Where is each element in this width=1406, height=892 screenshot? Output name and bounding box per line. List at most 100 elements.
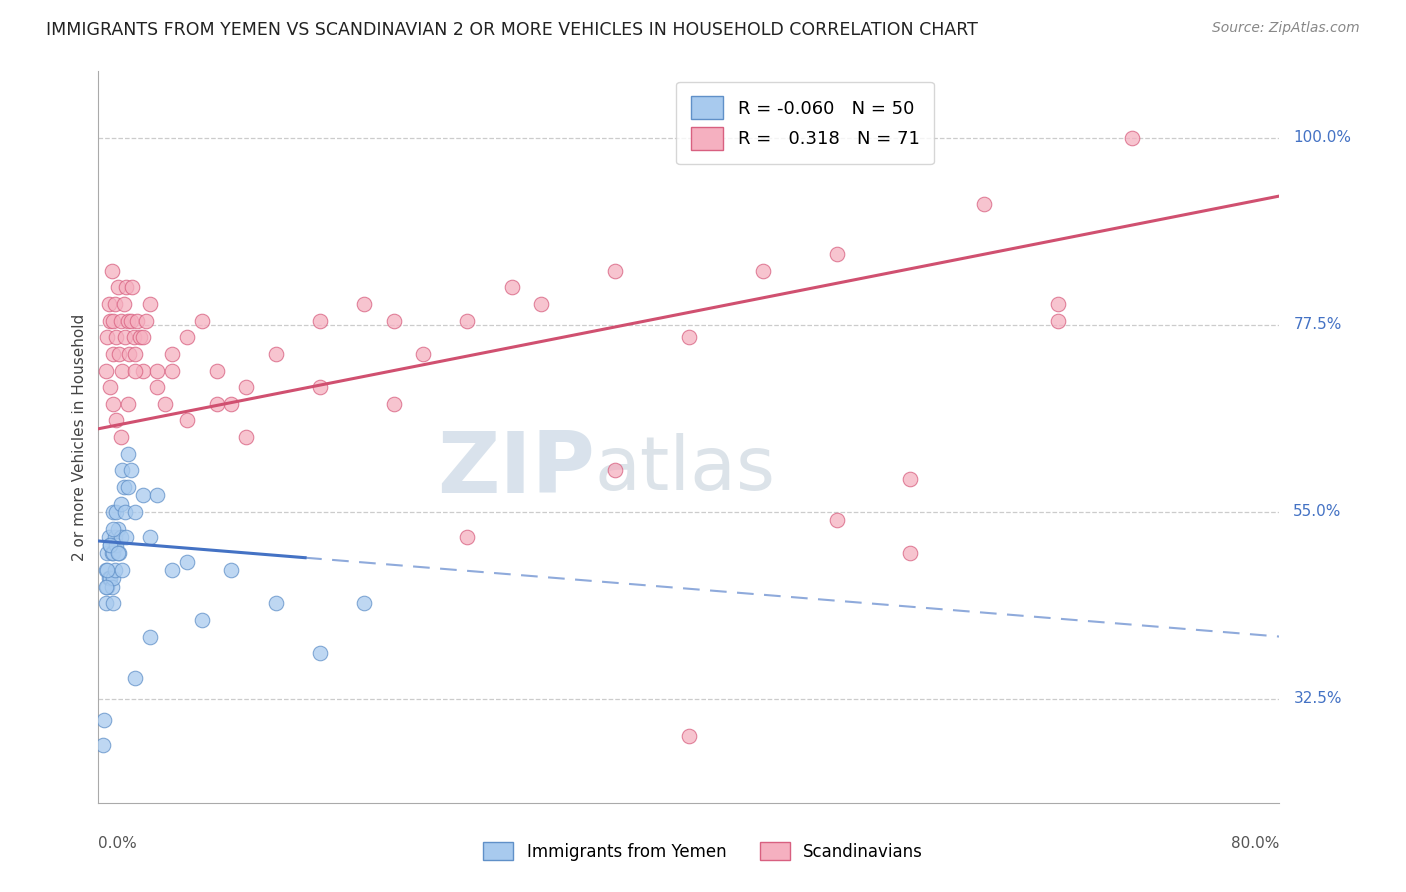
Point <box>114 505 136 519</box>
Point <box>353 297 375 311</box>
Point <box>107 521 129 535</box>
Point <box>605 463 627 477</box>
Point <box>94 363 117 377</box>
Point <box>146 488 169 502</box>
Point <box>678 330 700 344</box>
Point <box>97 571 120 585</box>
Text: 0.0%: 0.0% <box>98 836 138 851</box>
Text: Source: ZipAtlas.com: Source: ZipAtlas.com <box>1212 21 1360 36</box>
Point <box>96 580 118 594</box>
Text: 55.0%: 55.0% <box>1294 504 1341 519</box>
Point <box>457 530 479 544</box>
Point <box>103 521 125 535</box>
Point <box>100 580 122 594</box>
Point <box>457 314 479 328</box>
Point <box>98 380 121 394</box>
Point <box>93 713 115 727</box>
Point <box>103 347 125 361</box>
Point <box>678 729 700 743</box>
Point <box>117 314 139 328</box>
Point <box>122 330 145 344</box>
Point <box>973 197 995 211</box>
Text: IMMIGRANTS FROM YEMEN VS SCANDINAVIAN 2 OR MORE VEHICLES IN HOUSEHOLD CORRELATIO: IMMIGRANTS FROM YEMEN VS SCANDINAVIAN 2 … <box>46 21 979 39</box>
Text: ZIP: ZIP <box>437 428 595 511</box>
Point <box>96 563 118 577</box>
Point <box>139 630 162 644</box>
Point <box>111 463 134 477</box>
Text: 77.5%: 77.5% <box>1294 318 1341 333</box>
Point <box>94 580 117 594</box>
Point <box>309 646 332 660</box>
Point <box>98 571 121 585</box>
Point <box>105 538 128 552</box>
Point <box>146 380 169 394</box>
Point <box>111 563 134 577</box>
Point <box>105 330 128 344</box>
Point <box>139 530 162 544</box>
Point <box>108 347 131 361</box>
Point <box>191 613 214 627</box>
Point <box>98 538 121 552</box>
Point <box>104 297 127 311</box>
Point <box>162 347 183 361</box>
Point <box>235 380 257 394</box>
Point <box>118 347 141 361</box>
Point <box>100 264 122 278</box>
Point <box>117 397 139 411</box>
Point <box>530 297 553 311</box>
Point <box>97 530 120 544</box>
Point <box>221 563 243 577</box>
Point <box>98 538 121 552</box>
Legend: R = -0.060   N = 50, R =   0.318   N = 71: R = -0.060 N = 50, R = 0.318 N = 71 <box>676 82 934 164</box>
Point <box>382 397 405 411</box>
Point <box>752 264 775 278</box>
Point <box>110 430 132 444</box>
Point <box>117 447 139 461</box>
Point <box>139 297 162 311</box>
Point <box>112 480 135 494</box>
Point <box>900 472 922 486</box>
Point <box>120 463 142 477</box>
Point <box>110 530 132 544</box>
Point <box>900 546 922 560</box>
Point <box>191 314 214 328</box>
Point <box>97 297 120 311</box>
Point <box>105 413 128 427</box>
Point <box>96 330 118 344</box>
Point <box>605 264 627 278</box>
Point <box>162 563 183 577</box>
Text: 80.0%: 80.0% <box>1232 836 1279 851</box>
Point <box>162 363 183 377</box>
Point <box>128 330 150 344</box>
Point <box>94 563 117 577</box>
Y-axis label: 2 or more Vehicles in Household: 2 or more Vehicles in Household <box>72 313 87 561</box>
Text: 100.0%: 100.0% <box>1294 130 1351 145</box>
Point <box>382 314 405 328</box>
Point <box>176 555 198 569</box>
Point <box>114 330 136 344</box>
Point <box>107 546 129 560</box>
Point <box>103 571 125 585</box>
Point <box>112 297 135 311</box>
Point <box>135 314 157 328</box>
Point <box>309 314 332 328</box>
Point <box>205 397 228 411</box>
Point <box>825 513 848 527</box>
Point <box>132 363 155 377</box>
Point <box>1047 297 1070 311</box>
Point <box>104 530 127 544</box>
Point <box>235 430 257 444</box>
Point <box>111 363 134 377</box>
Point <box>96 546 118 560</box>
Point <box>221 397 243 411</box>
Point <box>309 380 332 394</box>
Point <box>124 505 146 519</box>
Point <box>107 280 129 294</box>
Legend: Immigrants from Yemen, Scandinavians: Immigrants from Yemen, Scandinavians <box>477 836 929 868</box>
Point <box>124 671 146 685</box>
Point <box>264 596 287 610</box>
Point <box>117 480 139 494</box>
Point <box>98 314 121 328</box>
Point <box>105 505 128 519</box>
Point <box>176 330 198 344</box>
